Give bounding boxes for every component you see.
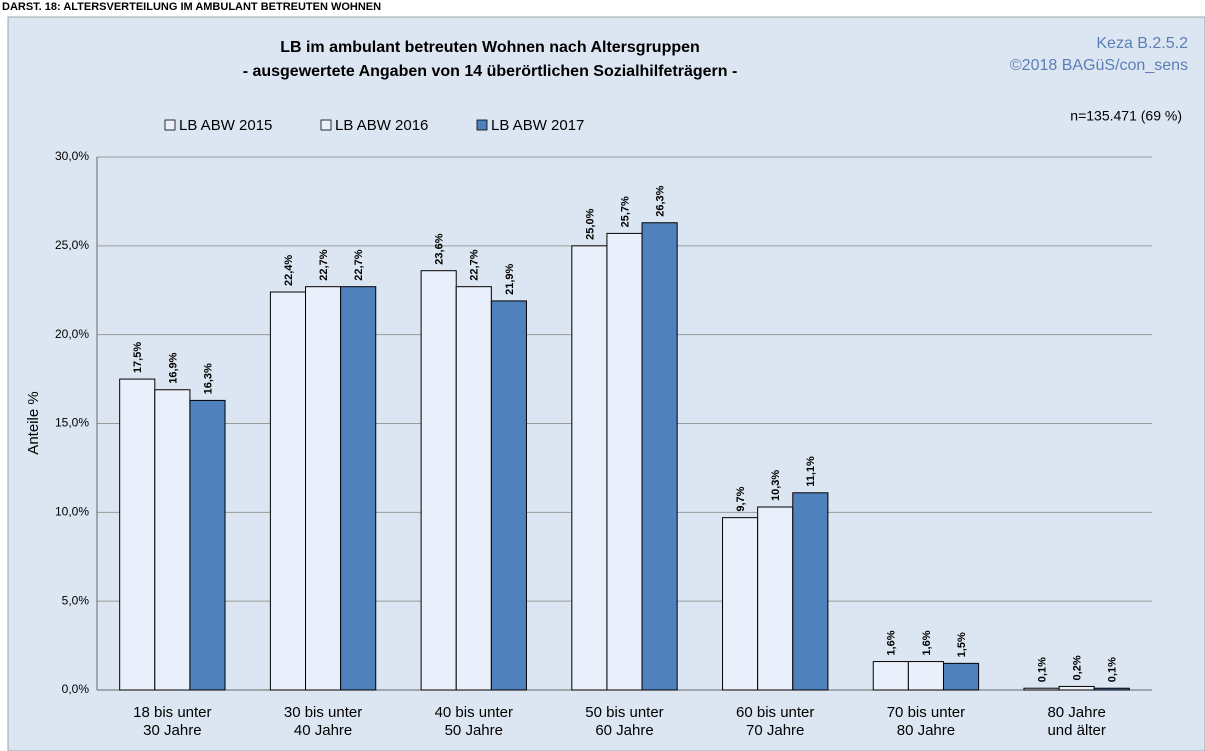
y-tick-label: 15,0%: [55, 416, 89, 430]
value-label: 22,7%: [469, 249, 481, 280]
y-tick-label: 25,0%: [55, 238, 89, 252]
value-label: 17,5%: [132, 342, 144, 373]
bar: [420, 270, 457, 691]
value-label: 22,7%: [353, 249, 365, 280]
chart-title: LB im ambulant betreuten Wohnen nach Alt…: [280, 39, 700, 56]
value-label: 10,3%: [770, 470, 782, 501]
x-tick-label: 18 bis unter 30 Jahre: [133, 704, 212, 739]
bar: [1093, 687, 1130, 691]
value-label: 1,6%: [886, 630, 898, 655]
legend-swatch: [320, 119, 332, 131]
legend-swatch: [476, 119, 488, 131]
y-tick-label: 10,0%: [55, 505, 89, 519]
value-label: 21,9%: [504, 264, 516, 295]
value-label: 25,7%: [619, 196, 631, 227]
bar: [757, 506, 794, 691]
value-label: 0,1%: [1036, 657, 1048, 682]
bar: [490, 300, 527, 691]
value-label: 23,6%: [434, 233, 446, 264]
value-label: 0,2%: [1072, 655, 1084, 680]
bar: [792, 492, 829, 691]
value-label: 16,3%: [202, 363, 214, 394]
bar: [189, 399, 226, 691]
value-label: 16,9%: [167, 352, 179, 383]
bar: [641, 222, 678, 691]
x-tick-label: 40 bis unter 50 Jahre: [434, 704, 513, 739]
bar: [455, 286, 492, 691]
bar: [606, 232, 643, 691]
x-tick-label: 50 bis unter 60 Jahre: [585, 704, 664, 739]
x-tick-label: 70 bis unter 80 Jahre: [886, 704, 966, 739]
note: n=135.471 (69 %): [1070, 108, 1182, 124]
bar: [154, 389, 191, 691]
y-tick-label: 0,0%: [62, 682, 90, 696]
y-axis-label: Anteile %: [25, 391, 42, 454]
value-label: 22,4%: [283, 255, 295, 286]
chart-subtitle: - ausgewertete Angaben von 14 überörtlic…: [243, 63, 738, 80]
bar: [340, 286, 377, 691]
legend-label: LB ABW 2015: [179, 117, 272, 134]
source: ©2018 BAGüS/con_sens: [1010, 57, 1188, 74]
y-tick-label: 5,0%: [62, 593, 90, 607]
bar: [942, 662, 980, 691]
x-tick-label: 60 bis unter 70 Jahre: [736, 704, 815, 739]
bar: [1058, 685, 1095, 691]
legend-swatch: [164, 119, 176, 131]
value-label: 0,1%: [1107, 657, 1119, 682]
header: DARST. 18: ALTERSVERTEILUNG IM AMBULANT …: [2, 1, 381, 13]
bar: [119, 378, 156, 691]
value-label: 1,6%: [921, 630, 933, 655]
x-tick-label: 80 Jahre und älter: [1047, 704, 1106, 739]
bar: [269, 291, 307, 691]
bar: [571, 245, 608, 691]
bar: [872, 661, 909, 691]
value-label: 9,7%: [735, 486, 747, 511]
value-label: 1,5%: [956, 632, 968, 657]
value-label: 22,7%: [318, 249, 330, 280]
value-label: 11,1%: [805, 456, 817, 487]
x-tick-label: 30 bis unter 40 Jahre: [283, 704, 363, 739]
value-label: 25,0%: [584, 208, 596, 239]
bar: [907, 661, 944, 691]
y-tick-label: 20,0%: [55, 327, 89, 341]
source: Keza B.2.5.2: [1096, 35, 1188, 52]
bar: [722, 517, 759, 691]
bar: [1023, 687, 1060, 691]
legend-label: LB ABW 2016: [335, 117, 428, 134]
value-label: 26,3%: [655, 185, 667, 216]
y-tick-label: 30,0%: [55, 149, 89, 163]
bar: [305, 286, 342, 691]
legend-label: LB ABW 2017: [491, 117, 584, 134]
